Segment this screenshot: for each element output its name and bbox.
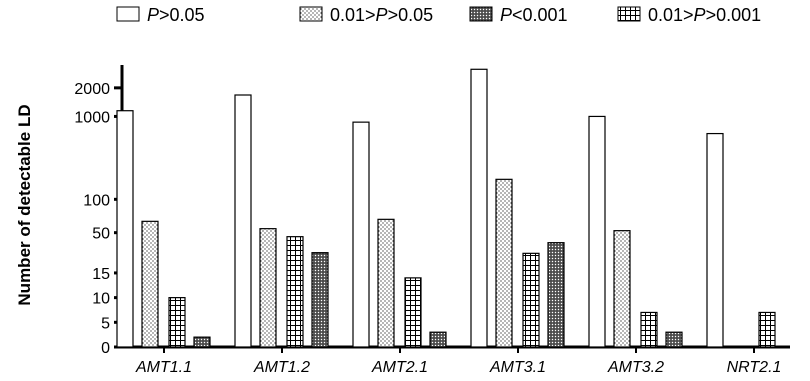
x-tick-label: NRT2.1 [727, 359, 782, 376]
bar-rect [588, 115, 606, 348]
bar [665, 331, 683, 348]
legend-item: 0.01>P>0.001 [617, 5, 761, 25]
x-tick-label: AMT1.1 [135, 359, 192, 376]
bar [588, 115, 606, 348]
bar [495, 178, 513, 348]
bar-rect [286, 236, 304, 348]
bar-rect [522, 252, 540, 348]
bar-rect [706, 132, 724, 348]
bar [404, 277, 422, 348]
bar [352, 121, 370, 348]
legend-swatch [116, 6, 140, 22]
bar [522, 252, 540, 348]
y-axis: 0 5 10 15 50 100 1000 2000 [74, 65, 790, 357]
y-tick-label: 2000 [74, 81, 110, 98]
bar [640, 311, 658, 348]
bar [168, 297, 186, 348]
bar-rect [311, 252, 329, 348]
legend-label: 0.01>P>0.05 [330, 5, 433, 25]
bar-rect [404, 277, 422, 348]
x-tick-label: AMT3.1 [489, 359, 546, 376]
bar [116, 110, 134, 348]
bar [758, 311, 776, 348]
y-tick-label: 0 [101, 340, 110, 357]
bar-rect [495, 178, 513, 348]
bar-rect [640, 311, 658, 348]
bar [613, 230, 631, 348]
y-tick-label: 10 [92, 291, 110, 308]
y-tick-label: 100 [83, 192, 110, 209]
legend-swatch [299, 6, 323, 22]
x-tick-label: AMT2.1 [371, 359, 428, 376]
bar [377, 218, 395, 348]
legend-item: P<0.001 [469, 5, 568, 25]
bar-rect [168, 297, 186, 348]
bar-rect [193, 336, 211, 348]
bar-rect [234, 94, 252, 348]
x-axis: AMT1.1 AMT1.2 AMT2.1 AMT3.1 AMT3.2 NRT2.1 [135, 347, 781, 376]
bar [470, 68, 488, 348]
legend-swatch [469, 6, 493, 22]
bar [429, 331, 447, 348]
bar [547, 242, 565, 348]
bar-rect [429, 331, 447, 348]
bar [259, 228, 277, 348]
y-tick-label: 5 [101, 315, 110, 332]
bar-rect [377, 218, 395, 348]
bar [193, 336, 211, 348]
y-axis-title: Number of detectable LD [15, 104, 34, 305]
bar-rect [116, 110, 134, 348]
bar-rect [547, 242, 565, 348]
y-tick-label: 50 [92, 226, 110, 243]
bar-rect [259, 228, 277, 348]
legend-label: P>0.05 [147, 5, 205, 25]
bar [234, 94, 252, 348]
legend-item: P>0.05 [116, 5, 205, 25]
bar-rect [352, 121, 370, 348]
bar-rect [141, 220, 159, 348]
bar-rect [470, 68, 488, 348]
bar [141, 220, 159, 348]
bar [286, 236, 304, 348]
y-tick-label: 15 [92, 266, 110, 283]
bar [311, 252, 329, 348]
legend-swatch [617, 6, 641, 22]
legend-label: 0.01>P>0.001 [648, 5, 761, 25]
bars [116, 68, 776, 348]
legend: P>0.05 0.01>P>0.05 P<0.001 0.01>P>0.001 [116, 5, 761, 25]
legend-item: 0.01>P>0.05 [299, 5, 433, 25]
x-tick-label: AMT3.2 [607, 359, 664, 376]
x-tick-label: AMT1.2 [253, 359, 310, 376]
bar-rect [758, 311, 776, 348]
legend-label: P<0.001 [500, 5, 568, 25]
bar-rect [613, 230, 631, 348]
y-tick-label: 1000 [74, 109, 110, 126]
bar [706, 132, 724, 348]
bar-rect [665, 331, 683, 348]
